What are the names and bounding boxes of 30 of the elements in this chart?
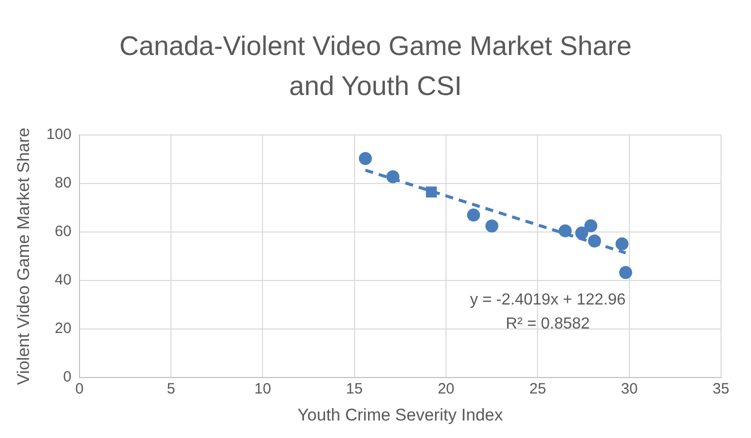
x-tick-label: 25 xyxy=(529,380,546,398)
point xyxy=(558,224,572,238)
point xyxy=(485,219,498,232)
point xyxy=(584,219,598,232)
annotation: R² = 0.8582 xyxy=(506,315,590,332)
point xyxy=(616,237,629,250)
x-tick-label: 35 xyxy=(712,380,730,398)
x-tick-label: 15 xyxy=(346,380,363,398)
point xyxy=(358,152,372,166)
y-tick-label: 40 xyxy=(54,272,72,289)
x-tick-label: 10 xyxy=(254,380,272,398)
point xyxy=(426,186,437,198)
point xyxy=(588,234,602,248)
x-axis-title: Youth Crime Severity Index xyxy=(298,405,504,424)
x-tick-label: 30 xyxy=(621,380,638,398)
chart-title: Canada-Violent Video Game Market Share and Youth CSI xyxy=(118,30,633,103)
y-axis-title: Violent Video Game Market Share xyxy=(14,128,33,385)
x-tick-label: 5 xyxy=(166,380,176,398)
y-tick-label: 20 xyxy=(54,320,72,338)
point xyxy=(467,208,480,222)
point xyxy=(386,170,400,184)
y-tick-label: 100 xyxy=(46,126,72,144)
x-tick-label: 0 xyxy=(75,380,84,398)
y-tick-label: 0 xyxy=(63,368,72,386)
x-tick-label: 20 xyxy=(438,380,454,398)
point xyxy=(619,266,632,280)
point xyxy=(575,226,588,240)
y-tick-label: 80 xyxy=(54,174,72,192)
y-tick-label: 60 xyxy=(54,223,72,240)
annotation: y = -2.4019x + 122.96 xyxy=(470,291,626,308)
